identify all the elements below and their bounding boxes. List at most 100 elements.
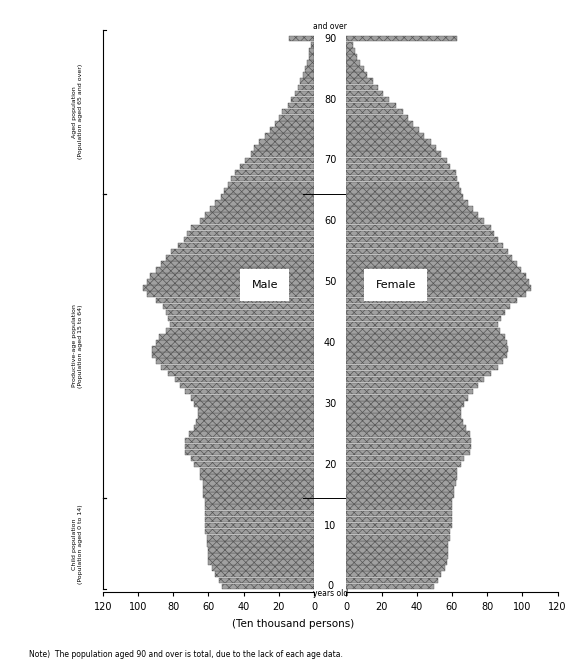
Bar [346,553,448,559]
Bar [147,291,314,297]
Bar [346,444,471,449]
Bar [196,419,314,425]
Bar [180,383,314,389]
Bar [240,164,314,169]
Bar [346,36,457,42]
Bar [346,340,507,346]
Bar [191,456,314,461]
Bar [156,358,314,364]
Bar [346,158,447,163]
Bar [166,310,314,315]
Bar [346,310,505,315]
Bar [346,565,445,571]
Bar [215,200,314,206]
Bar [207,535,314,540]
Bar [207,541,314,547]
Bar [346,182,459,187]
Bar [305,66,314,72]
Bar [346,432,470,437]
Bar [346,152,441,157]
Bar [346,60,360,66]
Bar [291,97,314,103]
Bar [346,462,461,467]
Bar [150,273,314,279]
Bar [194,401,314,406]
Text: 80: 80 [324,95,336,105]
Bar [170,322,314,328]
Bar [346,438,471,443]
Bar [215,571,314,577]
Bar [194,426,314,431]
Bar [279,115,314,120]
Bar [185,449,314,455]
Bar [346,164,450,169]
Bar [205,213,314,218]
Bar [221,194,314,200]
Bar [143,285,314,291]
Bar [159,334,314,340]
Bar [346,237,498,242]
Bar [346,426,466,431]
Text: 60: 60 [324,216,336,226]
Bar [346,279,529,285]
Bar [346,169,456,175]
Bar [208,559,314,565]
Bar [152,352,314,358]
Bar [168,316,314,322]
Bar [346,395,468,401]
Bar [147,279,314,285]
Bar [346,273,526,279]
Bar [346,97,389,103]
Bar [346,383,478,389]
Bar [346,146,436,151]
Bar [346,523,452,528]
Text: (Ten thousand persons): (Ten thousand persons) [232,619,355,630]
Text: 70: 70 [324,156,336,166]
Bar [346,334,505,340]
Bar [203,486,314,492]
Bar [346,213,478,218]
Bar [346,176,457,181]
Bar [346,358,503,364]
Bar [346,121,413,126]
Bar [191,224,314,230]
Bar [185,389,314,395]
Bar [300,79,314,84]
Bar [346,371,491,376]
Bar [346,230,494,236]
Bar [346,66,364,72]
Bar [295,91,314,96]
Bar [166,328,314,334]
Text: and over: and over [313,22,347,30]
Bar [346,377,484,382]
Bar [208,553,314,559]
Bar [346,72,367,78]
Text: Male: Male [251,280,278,290]
Bar [212,565,314,571]
Bar [205,523,314,528]
Bar [210,207,314,212]
Bar [346,304,510,309]
Bar [265,133,314,139]
Text: Female: Female [376,280,416,290]
Bar [161,261,314,267]
Bar [259,139,314,145]
Bar [184,237,314,242]
Bar [346,194,463,200]
Text: 10: 10 [324,520,336,530]
Bar [208,547,314,553]
Bar [203,493,314,498]
Bar [346,577,438,583]
Bar [346,346,508,352]
Bar [346,109,403,115]
Bar [346,224,491,230]
Bar [346,535,450,540]
Bar [346,48,355,54]
Bar [289,36,314,42]
Bar [346,42,353,48]
Text: 40: 40 [324,338,336,348]
Bar [205,510,314,516]
Bar [346,297,517,303]
Bar [187,230,314,236]
Bar [222,584,314,589]
